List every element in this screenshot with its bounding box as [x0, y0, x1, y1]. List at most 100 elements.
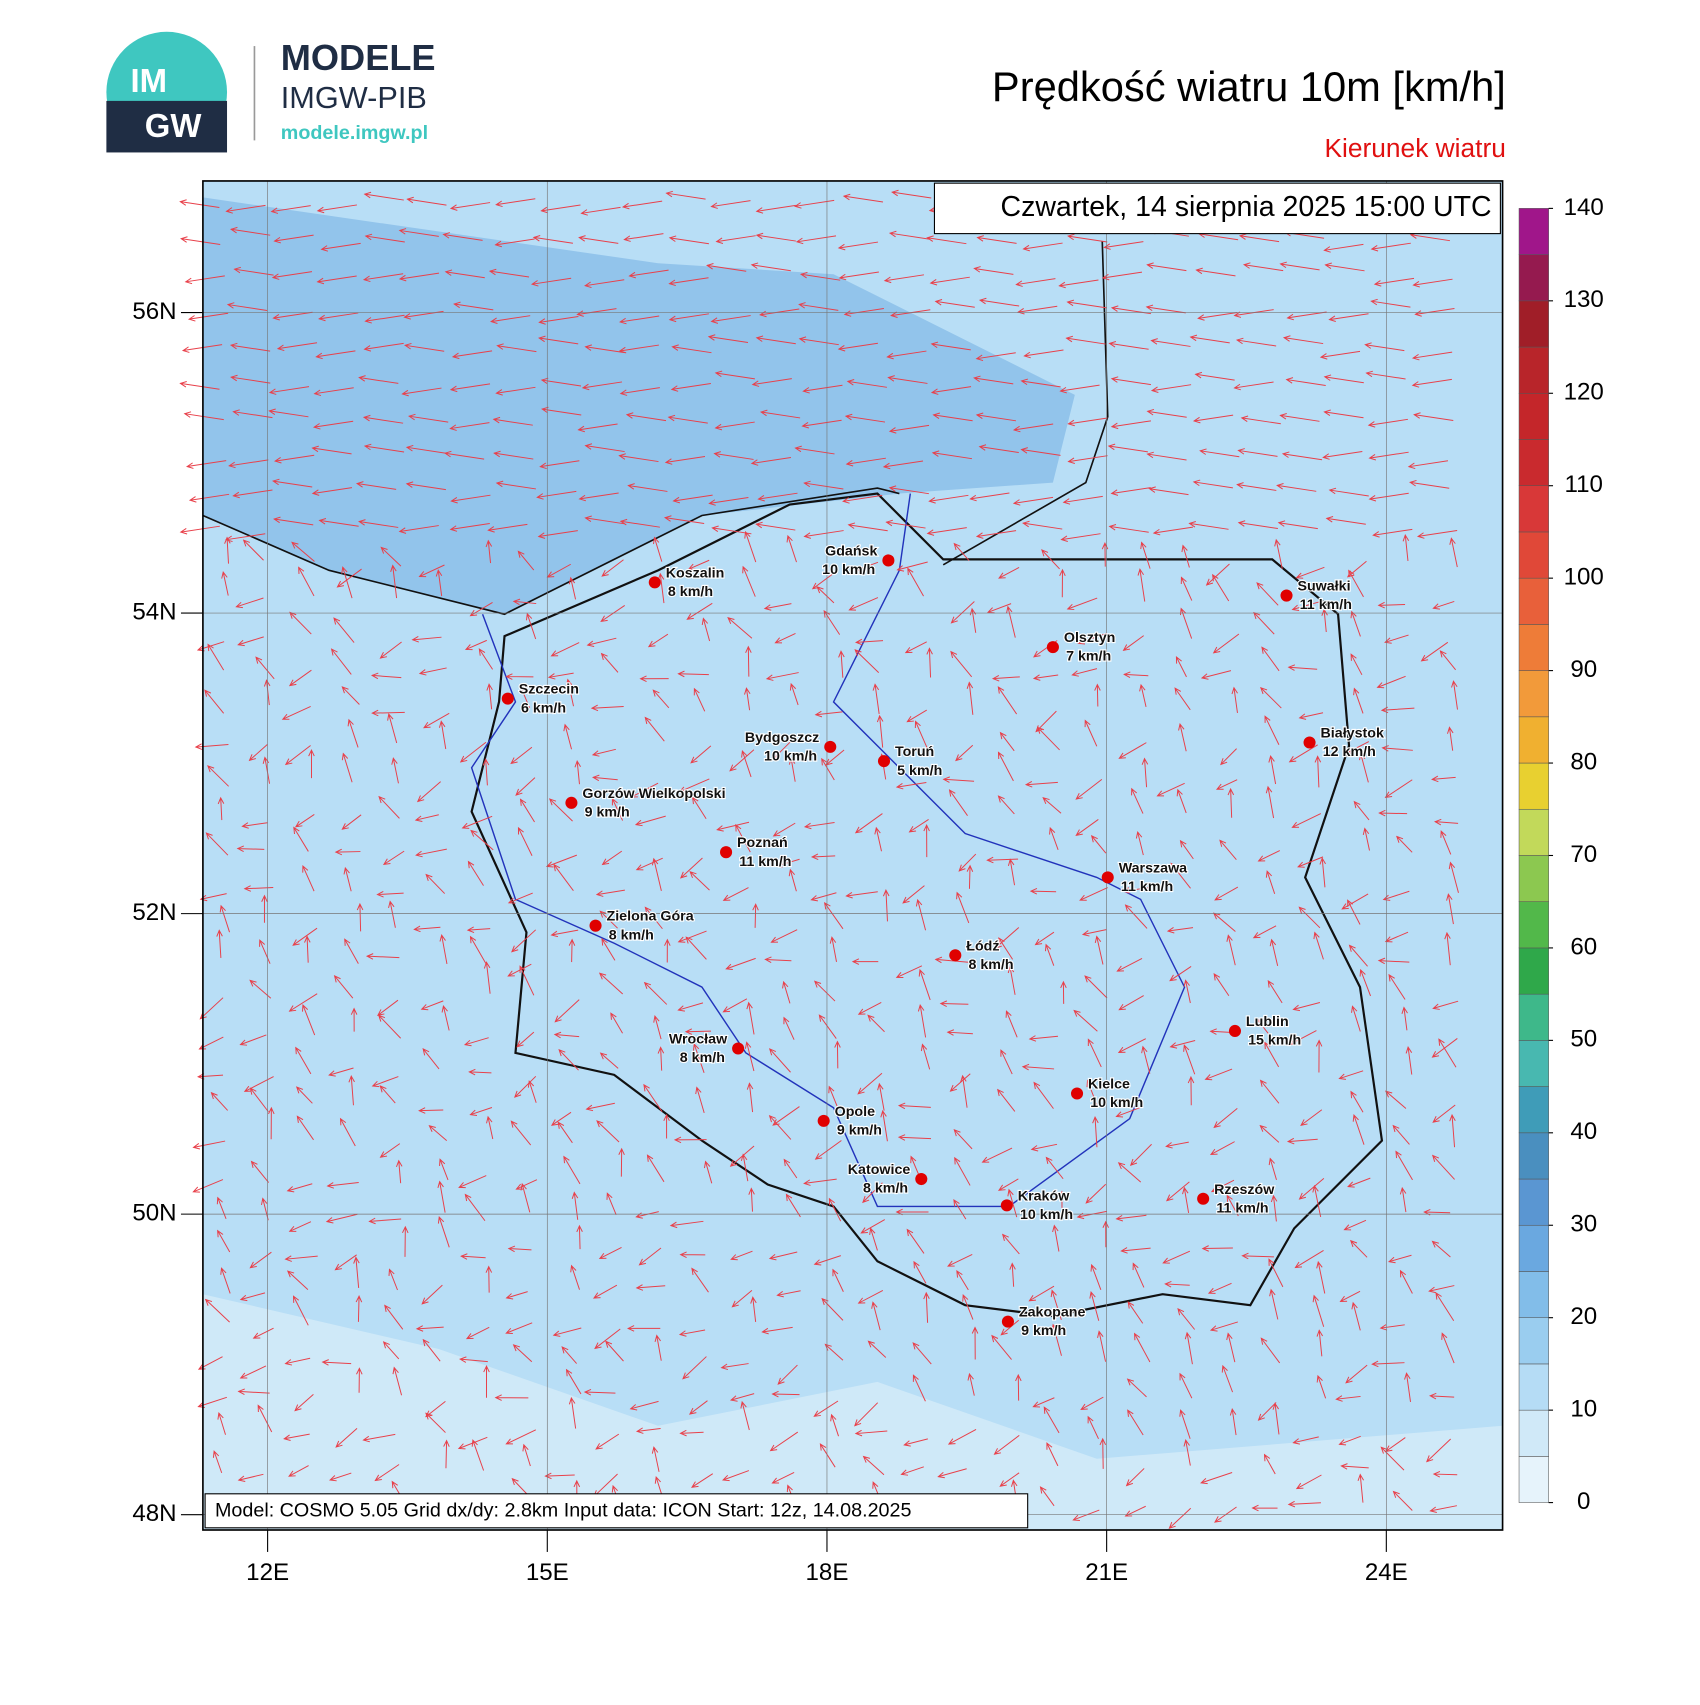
wind-arrow [828, 1197, 842, 1222]
wind-arrow [505, 673, 534, 680]
wind-arrow [515, 777, 536, 796]
wind-arrow [286, 1270, 309, 1290]
wind-arrow [406, 196, 447, 206]
wind-arrow [235, 597, 264, 609]
wind-arrow [1177, 1307, 1196, 1330]
wind-arrow [740, 1400, 750, 1431]
wind-arrow [1429, 1505, 1457, 1513]
wind-arrow [276, 342, 318, 352]
wind-arrow [1316, 1329, 1324, 1357]
wind-arrow [677, 930, 707, 943]
colorbar-swatch [1518, 1086, 1549, 1134]
wind-arrow [746, 1001, 755, 1035]
city-dot [949, 949, 962, 962]
wind-arrow [413, 925, 441, 933]
colorbar-swatch [1518, 624, 1549, 671]
wind-arrow [1264, 715, 1280, 745]
wind-arrow [1384, 779, 1413, 799]
wind-arrow [594, 1328, 621, 1350]
wind-arrow [1353, 687, 1364, 714]
wind-arrow [1439, 650, 1457, 671]
wind-arrow [184, 275, 225, 285]
wind-arrow [1384, 1090, 1407, 1109]
wind-arrow [973, 375, 1014, 385]
wind-arrow [1269, 1288, 1279, 1320]
colorbar-swatch [1518, 716, 1549, 764]
wind-arrow [685, 936, 707, 960]
wind-arrow [1328, 313, 1369, 322]
wind-arrow [553, 1031, 580, 1039]
wind-arrow [468, 1068, 492, 1076]
wind-arrow [1268, 754, 1277, 785]
wind-arrow [691, 1267, 709, 1293]
wind-arrow [1226, 934, 1236, 966]
wind-arrow [1146, 408, 1187, 418]
wind-arrow [1129, 1143, 1152, 1167]
wind-arrow [483, 1364, 490, 1398]
wind-arrow [1274, 538, 1283, 569]
city-name: Katowice [848, 1162, 911, 1178]
wind-arrow [846, 379, 887, 388]
wind-arrow [906, 709, 927, 723]
wind-arrow [570, 1264, 580, 1290]
wind-arrow [1231, 686, 1238, 714]
wind-arrow [1024, 781, 1058, 788]
wind-arrow [1316, 1374, 1327, 1399]
wind-arrow [686, 602, 713, 620]
wind-arrow [934, 299, 975, 308]
wind-arrow [1242, 262, 1284, 272]
map-frame [202, 180, 1504, 1531]
wind-arrow [1376, 675, 1406, 689]
wind-arrow [671, 344, 712, 354]
wind-arrow [823, 901, 844, 930]
wind-arrow [993, 1434, 1020, 1455]
wind-arrow [1288, 744, 1318, 763]
wind-arrow [1312, 1294, 1325, 1327]
wind-arrow [663, 515, 705, 525]
colorbar-tick-label: 40 [1570, 1118, 1597, 1145]
wind-arrow [903, 1438, 928, 1447]
wind-arrow [255, 656, 275, 680]
wind-arrow [618, 344, 659, 354]
wind-arrow [179, 199, 220, 209]
wind-arrow [1335, 1395, 1361, 1402]
wind-arrow [1441, 1332, 1455, 1364]
wind-arrow [192, 1179, 224, 1193]
wind-arrow [1199, 448, 1240, 458]
wind-arrow [365, 953, 400, 960]
lon-tick-label: 18E [806, 1559, 849, 1586]
wind-arrow [1052, 1224, 1060, 1252]
wind-arrow [553, 863, 574, 892]
wind-arrow [1352, 1114, 1365, 1145]
wind-arrow [239, 1365, 267, 1379]
city-speed: 11 km/h [1121, 879, 1173, 895]
wind-arrow [537, 530, 578, 539]
wind-arrow [917, 1003, 927, 1038]
wind-arrow [976, 235, 1017, 244]
wind-arrow [1087, 1415, 1099, 1440]
wind-arrow [1207, 1282, 1232, 1294]
wind-arrow [237, 1388, 270, 1395]
wind-arrow [744, 530, 757, 563]
wind-arrow [653, 536, 663, 562]
wind-arrow [1287, 1500, 1321, 1508]
wind-arrow [1353, 800, 1370, 821]
wind-arrow [920, 1043, 931, 1070]
city-speed: 9 km/h [1021, 1323, 1066, 1339]
city-dot [1071, 1087, 1084, 1100]
wind-arrow [682, 1356, 707, 1380]
wind-arrow [1139, 683, 1147, 707]
wind-arrow [539, 460, 580, 470]
wind-arrow [425, 873, 446, 894]
wind-arrow [561, 1346, 577, 1364]
wind-arrow [1118, 995, 1144, 1011]
wind-arrow [857, 1289, 884, 1304]
wind-arrow [1108, 341, 1149, 350]
colorbar-tick-label: 10 [1570, 1396, 1597, 1423]
wind-arrow [1212, 573, 1230, 602]
wind-arrow [837, 342, 878, 352]
wind-arrow [1192, 479, 1233, 489]
city-name: Opole [835, 1104, 875, 1120]
wind-arrow [1090, 1263, 1102, 1290]
wind-arrow [750, 457, 792, 466]
